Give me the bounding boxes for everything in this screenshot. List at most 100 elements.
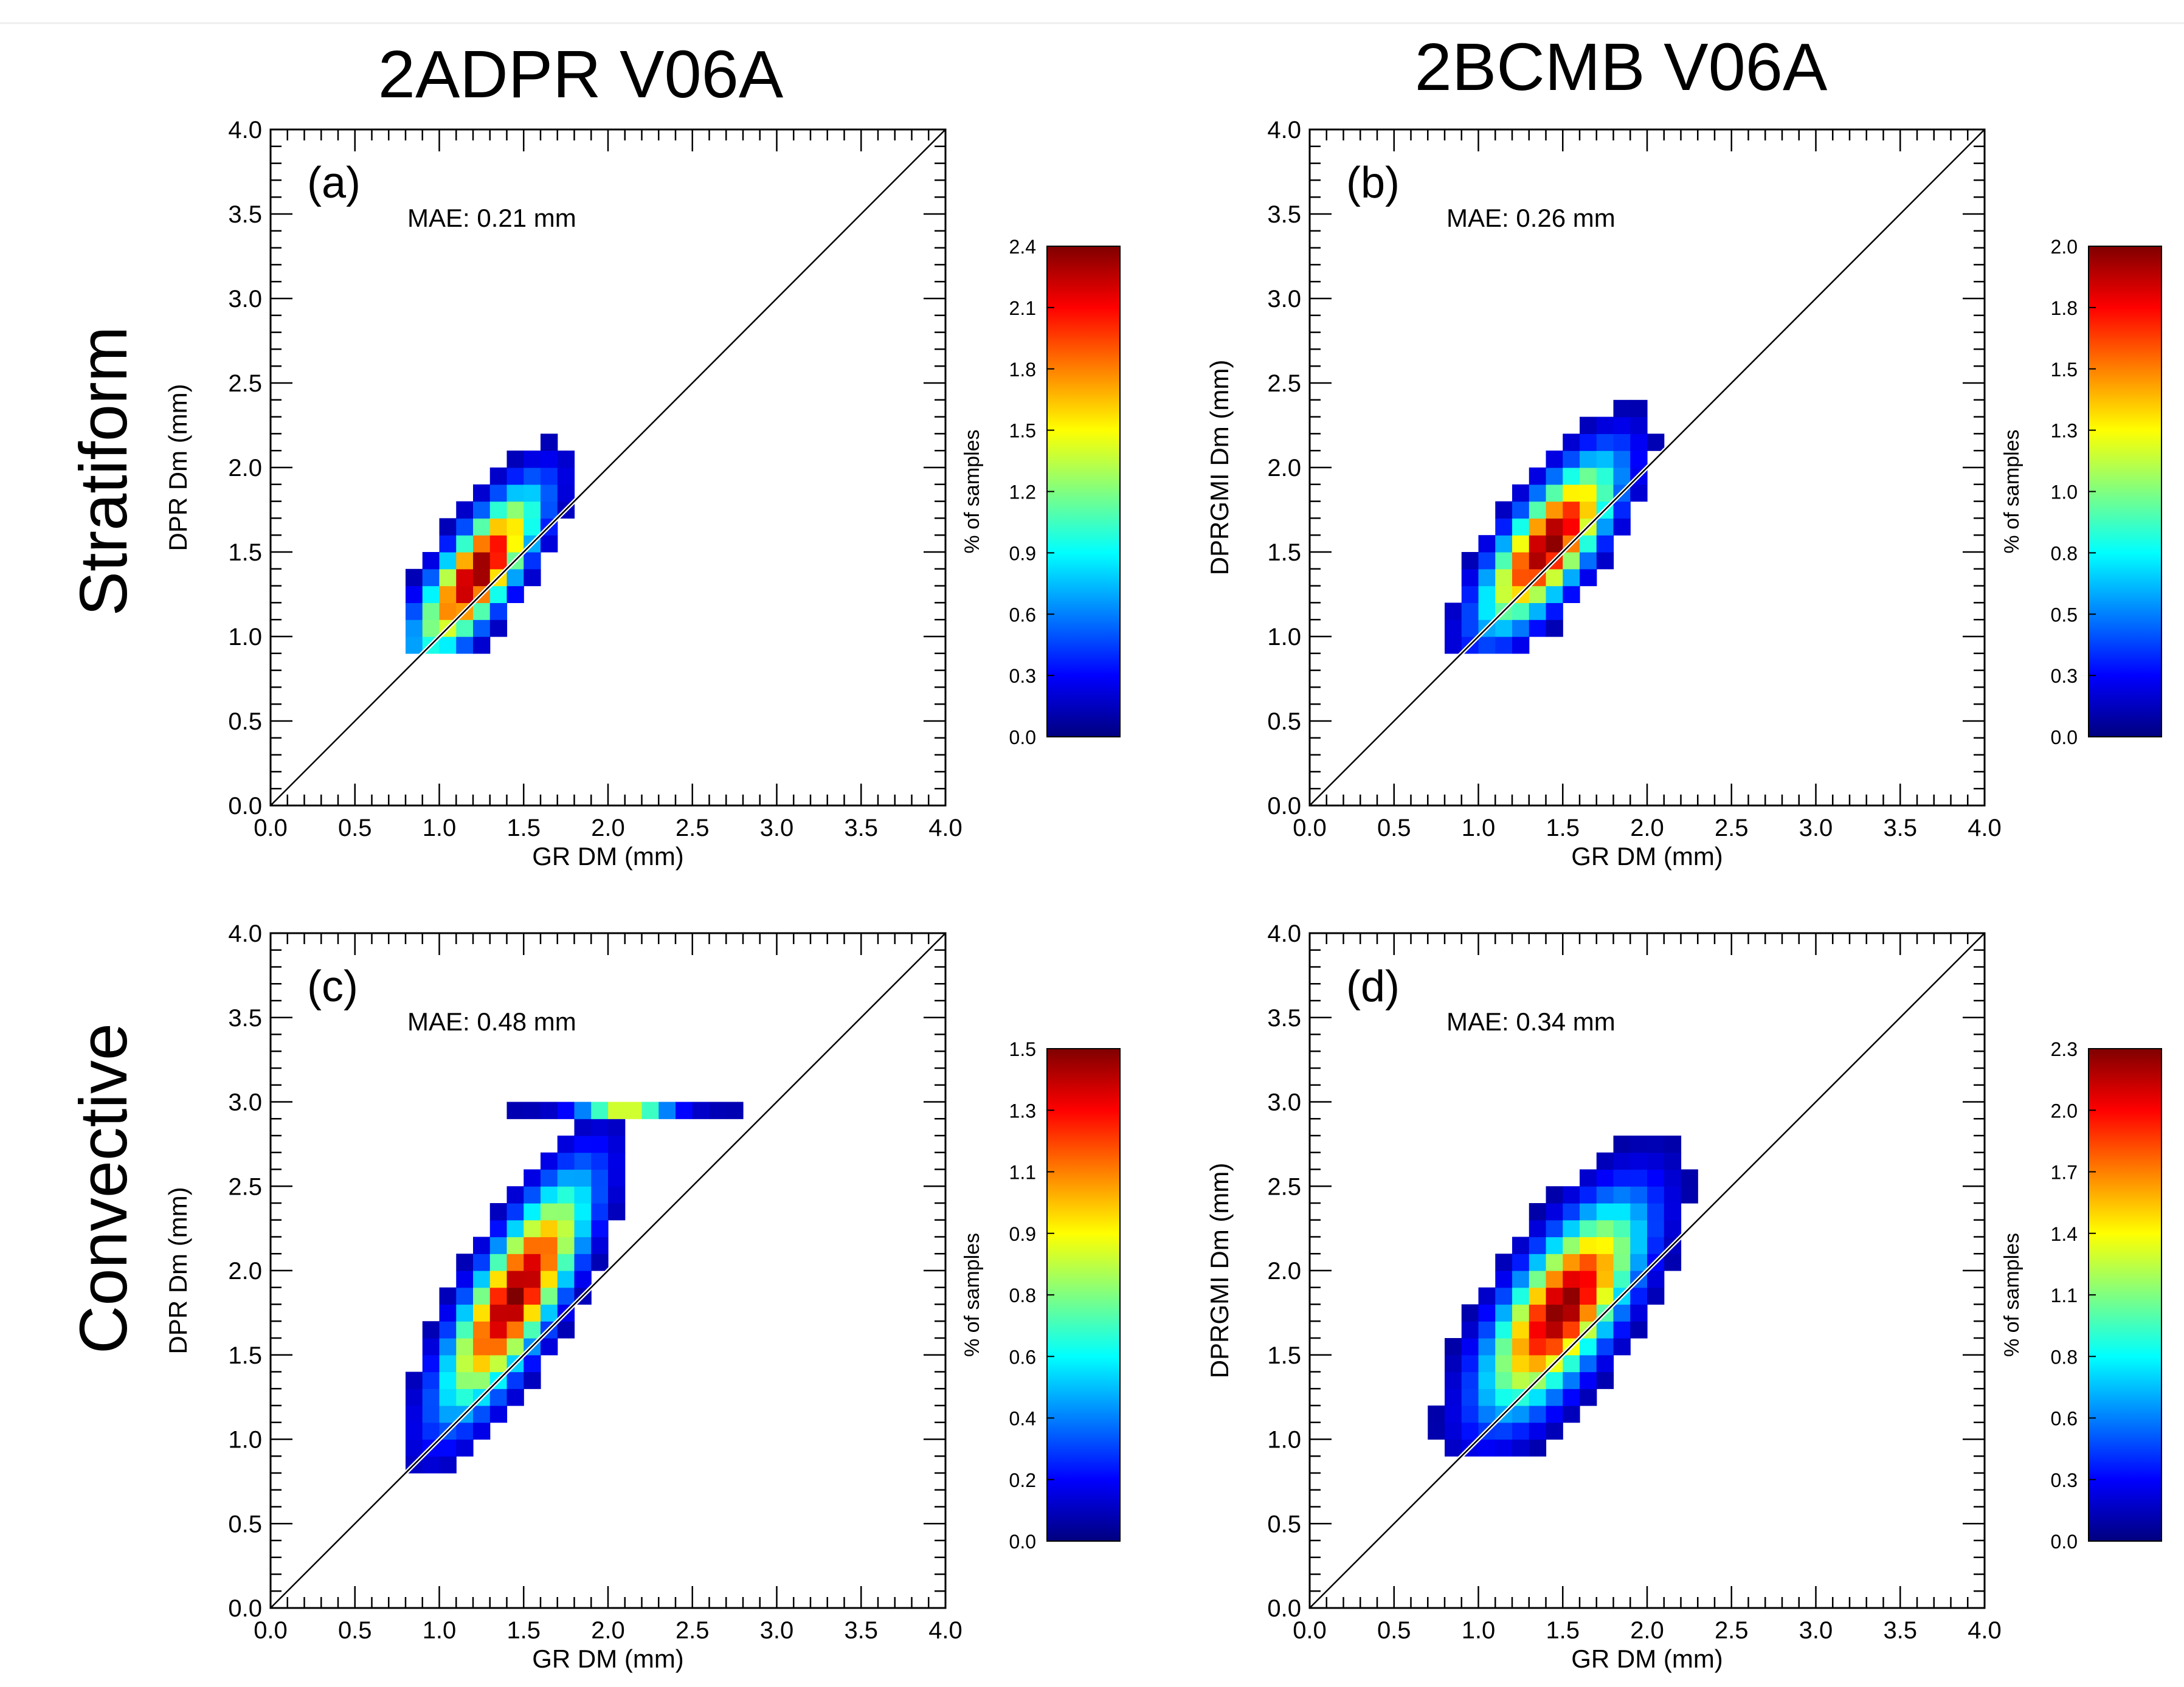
heatmap-cell	[1596, 467, 1614, 485]
heatmap-cell	[574, 1102, 592, 1119]
heatmap-cell	[1613, 1136, 1631, 1153]
y-tick-label: 1.0	[1267, 1427, 1301, 1454]
heatmap-cell	[591, 1220, 609, 1238]
heatmap-cell	[506, 1186, 524, 1204]
heatmap-cell	[1495, 1389, 1513, 1406]
heatmap-cell	[524, 484, 541, 502]
heatmap-cell	[489, 518, 508, 536]
x-tick-label: 4.0	[928, 1617, 962, 1644]
heatmap-cell	[506, 1321, 524, 1339]
y-tick-label: 3.0	[228, 1089, 262, 1116]
heatmap-cell	[1512, 1271, 1530, 1288]
heatmap-cell	[456, 1371, 474, 1389]
y-tick-label: 2.5	[1267, 370, 1301, 397]
heatmap-cell	[1613, 1304, 1631, 1322]
heatmap-cell	[1529, 1422, 1547, 1440]
colorbar-tick-label: 0.9	[1009, 542, 1036, 564]
heatmap-cell	[1563, 552, 1580, 570]
heatmap-cell	[574, 1254, 592, 1271]
heatmap-cell	[456, 535, 474, 553]
heatmap-cell	[1546, 1220, 1563, 1238]
colorbar-tick-label: 0.0	[2051, 1531, 2078, 1553]
x-tick-label: 3.0	[1799, 815, 1833, 841]
heatmap-cell	[1596, 450, 1614, 468]
heatmap-cell	[1546, 1287, 1563, 1305]
heatmap-cell	[506, 1338, 524, 1356]
x-tick-label: 3.0	[1799, 1617, 1833, 1644]
heatmap-cell	[557, 450, 575, 468]
heatmap-cell	[1461, 1371, 1479, 1389]
y-tick-label: 1.5	[1267, 539, 1301, 566]
heatmap-cell	[489, 1338, 508, 1356]
heatmap-cell	[591, 1152, 609, 1170]
heatmap-cell	[456, 1254, 474, 1271]
heatmap-cell	[1495, 501, 1513, 519]
heatmap-cell	[1495, 1338, 1513, 1356]
heatmap-cell	[506, 1304, 524, 1322]
heatmap-cell	[1461, 552, 1479, 570]
heatmap-cell	[1445, 1406, 1462, 1423]
heatmap-cell	[439, 585, 457, 603]
heatmap-cell	[1580, 416, 1597, 434]
heatmap-cell	[1664, 1254, 1682, 1271]
heatmap-cell	[1647, 1203, 1665, 1221]
x-tick-label: 3.0	[760, 1617, 794, 1644]
heatmap-cell	[1563, 1406, 1580, 1423]
heatmap-cell	[1512, 1371, 1530, 1389]
heatmap-cell	[524, 1271, 541, 1288]
heatmap-cell	[506, 1237, 524, 1254]
panel-label: (b)	[1346, 159, 1400, 207]
heatmap-cell	[1613, 450, 1631, 468]
heatmap-cell	[591, 1203, 609, 1221]
heatmap-cell	[1495, 1321, 1513, 1339]
panel-d: 0.0 0.5 1.0 1.5 2.0 2.5 3.0 3.5 4.0 0.0 0.5 1.0 1.5 2…	[1205, 920, 2162, 1673]
heatmap-cell	[439, 1389, 457, 1406]
colorbar-bar	[2088, 1048, 2162, 1542]
y-tick-label: 0.5	[228, 708, 262, 735]
y-tick-label: 4.0	[1267, 920, 1301, 947]
heatmap-cell	[1461, 585, 1479, 603]
heatmap-cell	[489, 1237, 508, 1254]
heatmap-cell	[1580, 1237, 1597, 1254]
colorbar-tick-label: 0.6	[2051, 1408, 2078, 1430]
heatmap-cell	[1512, 1254, 1530, 1271]
heatmap-cell	[1478, 552, 1496, 570]
heatmap-cell	[422, 602, 440, 620]
y-tick-label: 1.0	[1267, 624, 1301, 650]
heatmap-cell	[1647, 433, 1665, 451]
heatmap-cell	[1613, 1237, 1631, 1254]
colorbar-tick-label: 1.3	[2051, 420, 2078, 442]
heatmap-cell	[574, 1220, 592, 1238]
heatmap-cell	[489, 1389, 508, 1406]
y-tick-label: 0.0	[228, 1595, 262, 1622]
heatmap-cell	[1495, 568, 1513, 587]
colorbar-tick-label: 2.0	[2051, 1100, 2078, 1122]
heatmap-cell	[1596, 1271, 1614, 1288]
heatmap-cell	[473, 619, 491, 637]
heatmap-cell	[557, 1186, 575, 1204]
heatmap-cell	[524, 518, 541, 536]
heatmap-cell	[473, 1354, 491, 1373]
heatmap-cell	[1580, 535, 1597, 553]
x-tick-label: 3.5	[1883, 815, 1917, 841]
heatmap-cell	[557, 1152, 575, 1170]
heatmap-cell	[608, 1152, 626, 1170]
heatmap-cell	[456, 1338, 474, 1356]
heatmap-cell	[1546, 1237, 1563, 1254]
x-tick-label: 3.5	[844, 1617, 878, 1644]
heatmap-cell	[524, 1220, 541, 1238]
y-tick-label: 4.0	[228, 117, 262, 143]
heatmap-cell	[1512, 1338, 1530, 1356]
heatmap-cell	[1580, 450, 1597, 468]
y-tick-label: 2.5	[228, 370, 262, 397]
x-tick-label: 1.0	[423, 815, 457, 841]
heatmap-cell	[557, 1220, 575, 1238]
heatmap-cell	[1512, 568, 1530, 587]
heatmap-cell	[1478, 1389, 1496, 1406]
heatmap-cell	[473, 637, 491, 654]
heatmap-cell	[456, 1287, 474, 1305]
panel-a: 0.0 0.5 1.0 1.5 2.0 2.5 3.0 3.5 4.0 0.0 0.5 1.0 1.5 2…	[164, 117, 1121, 871]
heatmap-cell	[1546, 467, 1563, 485]
x-tick-label: 1.0	[1462, 815, 1496, 841]
heatmap-cell	[1596, 535, 1614, 553]
